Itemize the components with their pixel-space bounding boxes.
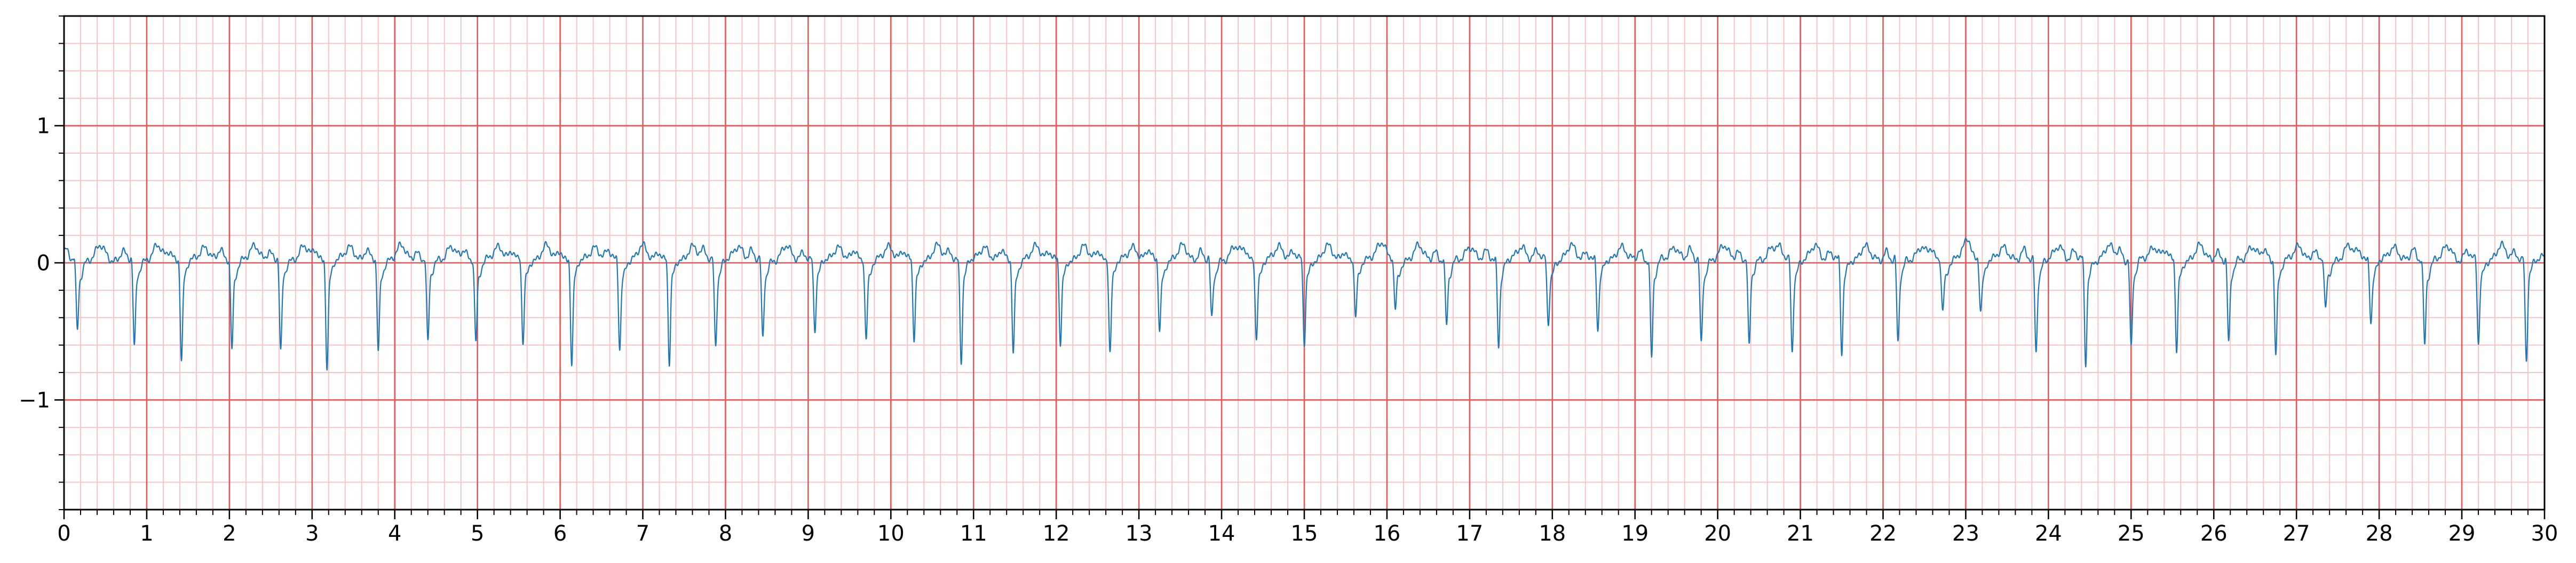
y-tick-label: 0 xyxy=(37,251,50,276)
x-tick-label: 10 xyxy=(877,521,905,546)
y-tick-label: −1 xyxy=(19,388,50,413)
x-tick-label: 13 xyxy=(1125,521,1153,546)
x-tick-label: 21 xyxy=(1787,521,1814,546)
x-tick-label: 23 xyxy=(1952,521,1979,546)
x-tick-label: 25 xyxy=(2118,521,2145,546)
x-tick-label: 3 xyxy=(305,521,319,546)
x-tick-label: 29 xyxy=(2448,521,2476,546)
x-tick-label: 16 xyxy=(1373,521,1400,546)
x-tick-label: 6 xyxy=(553,521,567,546)
x-tick-label: 27 xyxy=(2283,521,2310,546)
x-tick-label: 1 xyxy=(140,521,153,546)
x-tick-label: 11 xyxy=(960,521,987,546)
x-tick-label: 0 xyxy=(57,521,70,546)
x-tick-label: 15 xyxy=(1291,521,1318,546)
x-tick-label: 2 xyxy=(223,521,236,546)
x-tick-label: 22 xyxy=(1869,521,1897,546)
y-axis: −1 0 1 xyxy=(19,15,64,510)
ecg-signal-line xyxy=(63,237,2546,371)
plot-area xyxy=(63,15,2546,511)
series-layer xyxy=(63,237,2546,371)
x-tick-label: 18 xyxy=(1539,521,1566,546)
x-tick-label: 9 xyxy=(802,521,815,546)
x-axis: 0 1 2 3 4 5 6 7 8 9 10 11 12 13 14 15 16 17 18 19 20 21 22 23 24… xyxy=(57,510,2558,546)
x-tick-label: 17 xyxy=(1456,521,1483,546)
x-tick-label: 20 xyxy=(1704,521,1731,546)
x-tick-label: 26 xyxy=(2200,521,2228,546)
x-tick-label: 7 xyxy=(636,521,649,546)
y-tick-label: 1 xyxy=(37,114,50,139)
x-tick-label: 19 xyxy=(1621,521,1648,546)
x-tick-label: 28 xyxy=(2366,521,2393,546)
x-tick-label: 8 xyxy=(719,521,732,546)
x-tick-label: 14 xyxy=(1208,521,1235,546)
x-tick-label: 24 xyxy=(2035,521,2062,546)
x-tick-label: 4 xyxy=(388,521,401,546)
x-tick-label: 12 xyxy=(1043,521,1070,546)
x-tick-label: 5 xyxy=(471,521,484,546)
x-tick-label: 30 xyxy=(2531,521,2558,546)
